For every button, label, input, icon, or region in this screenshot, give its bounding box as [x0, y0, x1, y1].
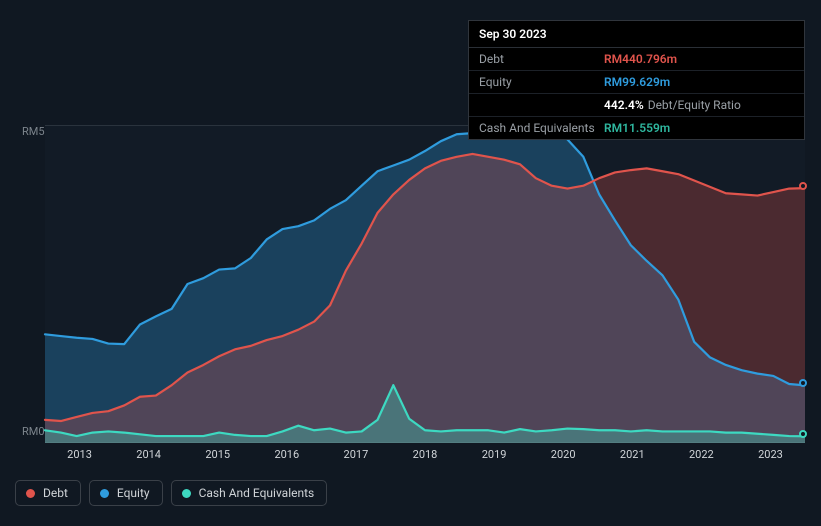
x-tick-label: 2019	[482, 448, 507, 461]
legend-item-equity[interactable]: Equity	[89, 480, 163, 506]
legend-dot-icon	[100, 489, 109, 498]
tooltip-row-debt: Debt RM440.796m	[469, 48, 804, 71]
x-axis: 2013 2014 2015 2016 2017 2018 2019 2020 2021 2022…	[15, 448, 805, 468]
x-tick-label: 2013	[67, 448, 92, 461]
legend: Debt Equity Cash And Equivalents	[15, 480, 327, 506]
tooltip-value: RM99.629m	[604, 75, 670, 89]
tooltip-date: Sep 30 2023	[469, 21, 804, 48]
x-tick-label: 2022	[689, 448, 714, 461]
legend-dot-icon	[26, 489, 35, 498]
legend-item-cash[interactable]: Cash And Equivalents	[171, 480, 328, 506]
tooltip-value: RM11.559m	[604, 121, 670, 135]
legend-dot-icon	[182, 489, 191, 498]
series-end-marker	[799, 430, 807, 438]
legend-item-debt[interactable]: Debt	[15, 480, 81, 506]
tooltip-row-equity: Equity RM99.629m	[469, 71, 804, 94]
chart-area[interactable]	[15, 125, 805, 470]
x-tick-label: 2023	[758, 448, 783, 461]
series-end-marker	[799, 379, 807, 387]
x-tick-label: 2015	[205, 448, 230, 461]
x-tick-label: 2017	[344, 448, 369, 461]
tooltip-label: Debt	[479, 52, 604, 66]
tooltip-value: RM440.796m	[604, 52, 677, 66]
tooltip-ratio-sub: Debt/Equity Ratio	[648, 98, 741, 112]
legend-label: Cash And Equivalents	[199, 486, 315, 500]
x-tick-label: 2014	[136, 448, 161, 461]
x-tick-label: 2018	[413, 448, 438, 461]
x-tick-label: 2016	[274, 448, 299, 461]
tooltip-ratio-pct: 442.4%	[604, 98, 644, 112]
tooltip-panel: Sep 30 2023 Debt RM440.796m Equity RM99.…	[468, 20, 805, 140]
x-tick-label: 2021	[620, 448, 645, 461]
tooltip-label: Equity	[479, 75, 604, 89]
legend-label: Debt	[43, 486, 68, 500]
tooltip-row-cash: Cash And Equivalents RM11.559m	[469, 117, 804, 139]
tooltip-label: Cash And Equivalents	[479, 121, 604, 135]
tooltip-row-ratio: 442.4% Debt/Equity Ratio	[469, 94, 804, 117]
x-tick-label: 2020	[551, 448, 576, 461]
chart-svg	[15, 125, 805, 443]
series-end-marker	[799, 182, 807, 190]
legend-label: Equity	[117, 486, 150, 500]
